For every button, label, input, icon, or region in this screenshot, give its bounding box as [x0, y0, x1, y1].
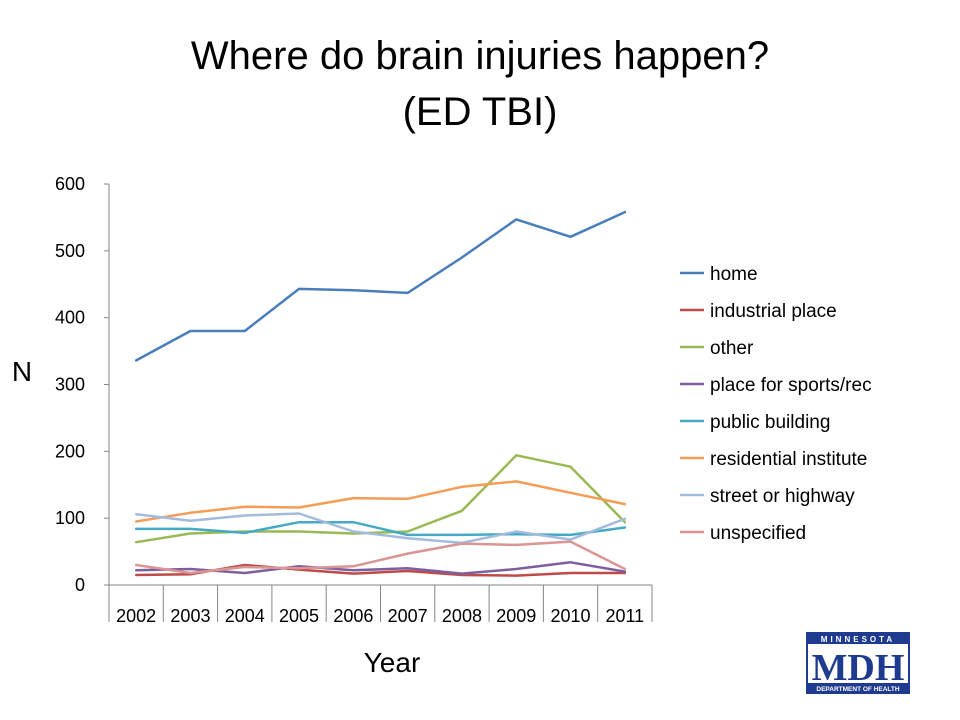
x-tick-label: 2003 [170, 606, 210, 626]
legend-label-home: home [710, 264, 758, 285]
x-axis-title: Year [364, 647, 421, 678]
y-axis-title: N [12, 356, 32, 387]
y-tick-label: 0 [75, 575, 85, 595]
logo-top-text: MINNESOTA [821, 635, 895, 644]
y-tick-label: 400 [55, 308, 85, 328]
chart-axes [104, 183, 653, 622]
chart-title: Where do brain injuries happen? (ED TBI) [0, 28, 960, 140]
legend-label-place-for-sports-rec: place for sports/rec [710, 375, 872, 396]
series-line-residential-institute [134, 480, 627, 523]
legend-label-industrial-place: industrial place [710, 301, 837, 322]
series-line-home [134, 210, 627, 362]
y-tick-labels: 0 100 200 300 400 500 600 [55, 174, 85, 595]
x-tick-label: 2004 [225, 606, 265, 626]
x-tick-labels: 2002 2003 2004 2005 2006 2007 2008 2009 2010 2011 [116, 606, 644, 626]
legend-label-street-or-highway: street or highway [710, 486, 855, 507]
chart-legend: home industrial place other place for sport… [680, 264, 872, 544]
y-tick-label: 300 [55, 375, 85, 395]
series-lines [134, 210, 627, 577]
x-tick-label: 2009 [496, 606, 536, 626]
logo-main-text: MDH [812, 647, 905, 689]
x-tick-label: 2008 [442, 606, 482, 626]
mdh-logo: MINNESOTA MDH DEPARTMENT OF HEALTH [806, 632, 910, 694]
y-tick-label: 500 [55, 241, 85, 261]
y-tick-label: 200 [55, 441, 85, 461]
x-tick-label: 2010 [551, 606, 591, 626]
legend-label-unspecified: unspecified [710, 523, 806, 544]
title-line-1: Where do brain injuries happen? [190, 34, 770, 78]
series-line-other [134, 454, 627, 544]
x-tick-label: 2007 [388, 606, 428, 626]
title-line-2: (ED TBI) [402, 90, 558, 134]
logo-bottom-text: DEPARTMENT OF HEALTH [816, 686, 899, 693]
series-line-unspecified [134, 540, 627, 575]
y-tick-label: 600 [55, 174, 85, 194]
legend-label-public-building: public building [710, 412, 830, 433]
series-line-street-or-highway [134, 512, 627, 545]
y-tick-label: 100 [55, 508, 85, 528]
legend-label-other: other [710, 338, 754, 359]
x-tick-label: 2005 [279, 606, 319, 626]
x-tick-label: 2011 [605, 606, 644, 626]
x-tick-label: 2006 [333, 606, 373, 626]
x-tick-label: 2002 [116, 606, 156, 626]
legend-label-residential-institute: residential institute [710, 449, 867, 470]
